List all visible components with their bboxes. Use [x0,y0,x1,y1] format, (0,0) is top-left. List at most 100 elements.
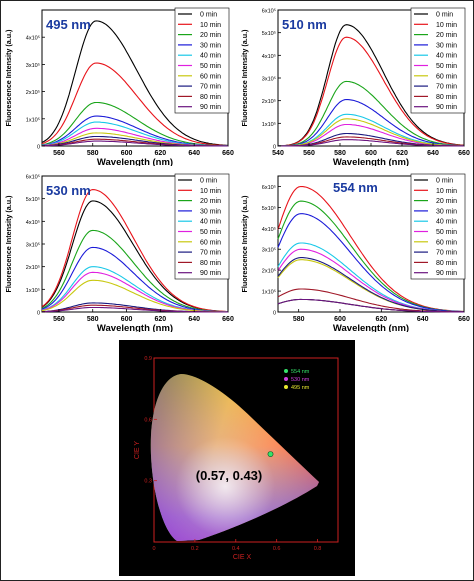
series-line-10-min [277,36,465,147]
y-tick-label: 3x10⁵ [26,242,40,249]
legend-entry: 10 min [200,188,221,195]
legend-entry: 90 min [200,270,221,277]
x-tick-label: 620 [375,316,387,323]
y-axis-label: Fluorescence Intensity (a.u.) [4,195,13,293]
legend-entry: 20 min [436,32,457,39]
x-tick-label: 600 [121,316,133,323]
y-axis-label: Fluorescence Intensity (a.u.) [240,29,249,127]
x-tick-label: 660 [458,150,470,157]
legend-entry: 40 min [200,53,221,60]
panel-label: 510 nm [282,17,327,32]
series-line-90-min [41,140,228,147]
y-tick-label: 1x10⁵ [26,287,40,294]
series-line-0-min [41,20,229,146]
cie-y-tick-label: 0.9 [144,356,152,362]
series-line-70-min [277,257,465,313]
y-tick-label: 0 [37,311,40,317]
x-tick-label: 640 [188,150,200,157]
legend-entry: 90 min [200,104,221,111]
y-tick-label: 1x10⁵ [262,289,276,296]
series-line-0-min [277,24,465,147]
legend-entry: 40 min [200,219,221,226]
legend-entry: 70 min [436,250,457,257]
x-tick-label: 560 [53,150,65,157]
legend-entry: 60 min [200,239,221,246]
legend-entry: 60 min [436,73,457,80]
panel-svg: 580 600 620 640 660 0 1x10⁵ 2x10⁵ 3x10⁵ 4x10⁵ 5x10… [240,173,470,334]
cie-annotation: (0.57, 0.43) [196,468,263,483]
legend-entry: 50 min [200,63,221,70]
legend-entry: 30 min [200,42,221,49]
legend-entry: 60 min [436,239,457,246]
cie-x-label: CIE X [233,554,252,561]
series-line-20-min [278,80,465,147]
legend-entry: 70 min [200,84,221,91]
x-tick-label: 560 [303,150,315,157]
cie-x-tick-label: 0.2 [191,546,199,552]
cie-y-tick-label: 0.3 [144,479,152,485]
y-tick-label: 0 [273,145,276,151]
x-tick-label: 620 [396,150,408,157]
y-tick-label: 3x10⁵ [262,247,276,254]
panel-label: 554 nm [333,180,378,195]
x-tick-label: 600 [365,150,377,157]
panel-495nm: 560 580 600 620 640 660 0 1x10⁵ 2x10⁵ 3x10⁵ 4x10⁵ W… [2,2,236,171]
legend-entry: 0 min [200,12,217,19]
legend-entry: 50 min [436,63,457,70]
panel-svg: 560 580 600 620 640 660 0 1x10⁵ 2x10⁵ 3x10⁵ 4x10⁵ 5… [4,174,234,335]
series-line-20-min [41,101,229,147]
cie-x-tick-label: 0.8 [314,546,322,552]
x-axis-label: Wavelength (nm) [97,323,173,332]
legend-entry: 80 min [436,94,457,101]
series-line-30-min [277,213,465,313]
x-axis-label: Wavelength (nm) [97,157,173,166]
cie-x-tick-label: 0 [152,546,155,552]
y-tick-label: 6x10⁵ [262,184,276,191]
y-tick-label: 4x10⁵ [26,219,40,226]
y-tick-label: 3x10⁵ [262,76,276,83]
legend-entry: 90 min [436,104,457,111]
series-line-20-min [41,229,229,313]
panel-554nm: 580 600 620 640 660 0 1x10⁵ 2x10⁵ 3x10⁵ 4x10⁵ 5x10… [238,168,472,337]
legend-entry: 20 min [436,198,457,205]
legend-entry: 20 min [200,32,221,39]
legend-entry: 0 min [436,12,453,19]
cie-legend: 554 nm 530 nm 495 nm [284,369,310,391]
cie-legend-marker [284,385,288,389]
y-tick-label: 6x10⁵ [262,8,276,15]
panel-label: 495 nm [46,17,91,32]
legend-entry: 70 min [436,84,457,91]
y-tick-label: 5x10⁵ [26,196,40,203]
x-tick-label: 580 [293,316,305,323]
cie-y-tick-label: 0.6 [144,417,152,423]
y-axis-label: Fluorescence Intensity (a.u.) [4,29,13,127]
cie-legend-marker [284,377,288,381]
cie-diagram: 0 0.2 0.4 0.6 0.8 0.3 0.6 0.9 CIE X CIE Y 554 n… [119,340,355,576]
y-tick-label: 2x10⁵ [262,98,276,105]
legend-box [410,7,466,114]
x-axis-label: Wavelength (nm) [333,157,409,166]
y-tick-label: 2x10⁵ [26,89,40,96]
legend-entry: 20 min [200,198,221,205]
series-line-30-min [41,246,229,313]
x-tick-label: 580 [87,316,99,323]
y-tick-label: 1x10⁵ [26,116,40,123]
x-tick-label: 580 [87,150,99,157]
y-tick-label: 0 [273,311,276,317]
cie-x-tick-label: 0.4 [232,546,240,552]
legend-entry: 10 min [200,22,221,29]
legend-entry: 50 min [200,229,221,236]
y-tick-label: 6x10⁵ [26,174,40,181]
y-tick-label: 1x10⁵ [262,121,276,128]
y-tick-label: 5x10⁵ [262,205,276,212]
legend-entry: 90 min [436,270,457,277]
y-tick-label: 2x10⁵ [262,268,276,275]
panel-svg: 540 560 580 600 620 640 660 0 1x10⁵ 2x10⁵ 3x10⁵ 4x1… [240,7,470,169]
series-line-10-min [41,189,228,313]
x-tick-label: 620 [155,316,167,323]
y-tick-label: 4x10⁵ [262,53,276,60]
cie-legend-entry: 554 nm [291,369,310,375]
y-tick-label: 0 [37,145,40,151]
legend-entry: 40 min [436,53,457,60]
panel-svg: 560 580 600 620 640 660 0 1x10⁵ 2x10⁵ 3x10⁵ 4x10⁵ W… [4,7,234,168]
